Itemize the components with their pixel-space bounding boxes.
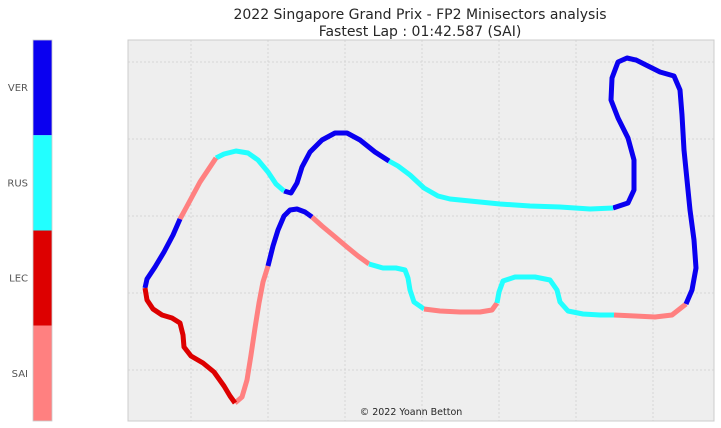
track-segment-ver (608, 55, 699, 305)
legend-label-sai: SAI (12, 369, 28, 380)
track-segment-lec (142, 287, 238, 405)
track-segment-rus (214, 148, 286, 193)
chart-title: 2022 Singapore Grand Prix - FP2 Minisect… (233, 7, 606, 23)
legend-swatch-sai (33, 325, 52, 421)
legend-swatch-lec (33, 230, 52, 326)
credit-text: © 2022 Yoann Betton (360, 407, 463, 418)
legend-label-ver: VER (8, 83, 28, 94)
legend-border (32, 39, 53, 422)
track-segment-sai (423, 301, 500, 315)
track-segment-sai (613, 302, 688, 320)
legend-label-rus: RUS (7, 178, 28, 189)
track-segment-ver (142, 217, 183, 289)
legend-swatch-rus (33, 135, 52, 231)
legend-label-lec: LEC (9, 274, 28, 285)
driver-legend: VER RUS LEC SAI (7, 39, 53, 422)
plot-area (127, 39, 715, 422)
track-map (142, 55, 699, 405)
track-segment-ver (265, 206, 314, 267)
track-segment-sai (233, 265, 271, 405)
track-segment-rus (368, 261, 426, 312)
track-segment-rus (387, 158, 614, 212)
track-segment-sai (310, 215, 371, 267)
track-segment-sai (177, 156, 219, 221)
chart-subtitle: Fastest Lap : 01:42.587 (SAI) (319, 24, 522, 40)
legend-swatch-ver (33, 40, 52, 136)
track-segment-ver (283, 130, 391, 196)
track-segment-rus (494, 274, 614, 318)
